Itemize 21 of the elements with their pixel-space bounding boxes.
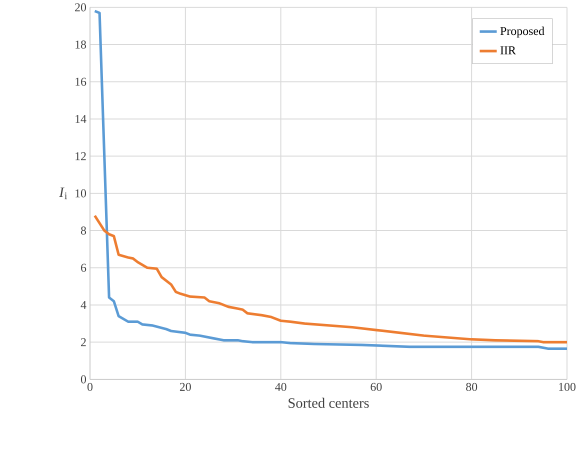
x-tick-label: 20 bbox=[180, 382, 191, 391]
y-axis-title: I$_{i}$ bbox=[59, 187, 67, 199]
y-tick-label: 18 bbox=[76, 40, 86, 48]
x-tick-label: 100 bbox=[559, 382, 576, 391]
y-tick-label: 10 bbox=[76, 189, 86, 198]
x-axis-title: Sorted centers bbox=[288, 398, 369, 408]
legend-label: IIR bbox=[500, 46, 516, 54]
y-tick-label: 16 bbox=[76, 78, 86, 86]
y-tick-label: 14 bbox=[76, 114, 86, 123]
x-tick-label: 40 bbox=[275, 382, 286, 391]
legend-label: Proposed bbox=[500, 26, 544, 38]
y-tick-label: 12 bbox=[76, 152, 86, 160]
y-tick-label: 6 bbox=[81, 264, 86, 272]
y-tick-label: 8 bbox=[80, 226, 86, 234]
y-tick-label: 20 bbox=[75, 3, 86, 12]
x-tick-label: 60 bbox=[370, 382, 382, 391]
y-tick-label: 4 bbox=[80, 300, 86, 309]
y-tick-label: 2 bbox=[81, 338, 86, 346]
x-tick-label: 80 bbox=[466, 382, 478, 391]
x-tick-label: 0 bbox=[87, 382, 93, 391]
y-tick-label: 0 bbox=[80, 375, 86, 384]
